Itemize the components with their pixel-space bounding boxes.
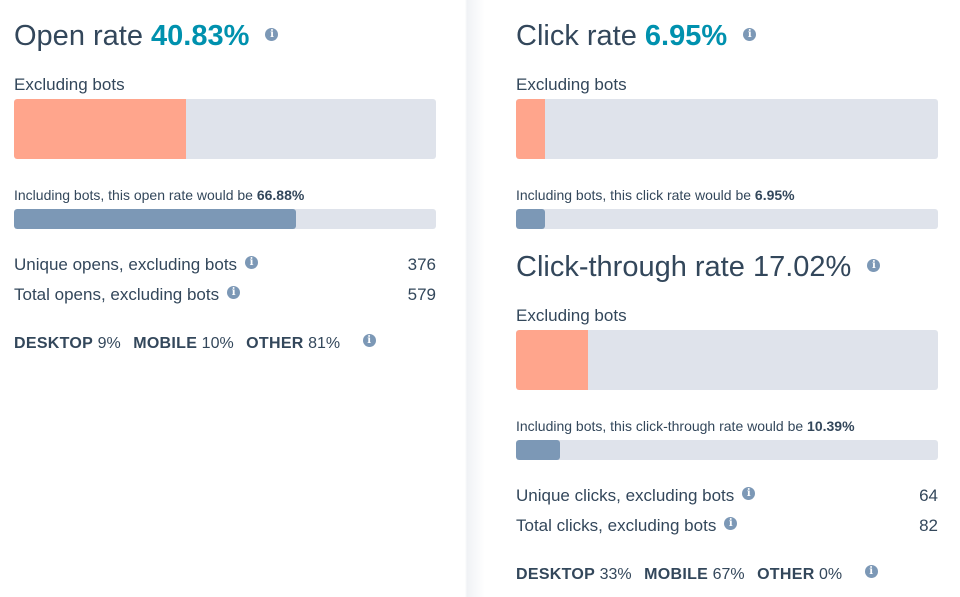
ctr-value: 17.02% — [752, 251, 852, 283]
click-excluding-label: Excluding bots — [516, 75, 627, 94]
info-icon[interactable]: i — [265, 27, 279, 41]
click-rate-value: 6.95% — [644, 20, 728, 52]
open-including-value: 66.88% — [256, 187, 305, 203]
ctr-excluding-bar — [516, 330, 938, 390]
click-including-value: 6.95% — [754, 187, 795, 203]
info-icon[interactable]: i — [724, 517, 738, 531]
ctr-including-caption: Including bots, this click-through rate … — [516, 418, 855, 434]
click-rate-title: Click rate — [516, 20, 637, 52]
other-label: OTHER — [757, 566, 815, 583]
mobile-label: MOBILE — [133, 335, 198, 352]
unique-clicks-label: Unique clicks, excluding bots — [516, 486, 735, 505]
open-excluding-fill — [14, 99, 187, 159]
panel-divider — [465, 0, 485, 597]
ctr-including-text: Including bots, this click-through rate … — [516, 418, 808, 434]
info-icon[interactable]: i — [362, 334, 376, 348]
other-label: OTHER — [246, 335, 304, 352]
ctr-excluding-fill — [516, 330, 588, 390]
unique-clicks-row: Unique clicks, excluding bots i 64 — [516, 486, 938, 508]
open-including-bar — [14, 209, 436, 229]
click-including-fill — [516, 209, 546, 229]
open-device-breakdown: DESKTOP 9% MOBILE 10% OTHER 81% i — [14, 334, 376, 353]
click-rate-heading: Click rate 6.95% i — [516, 18, 757, 54]
open-including-fill — [14, 209, 297, 229]
mobile-value: 67% — [712, 566, 745, 583]
ctr-including-fill — [516, 440, 560, 460]
info-icon[interactable]: i — [864, 565, 878, 579]
open-rate-panel: Open rate 40.83% i Excluding bots Includ… — [14, 0, 436, 597]
total-opens-label: Total opens, excluding bots — [14, 285, 220, 304]
unique-opens-row: Unique opens, excluding bots i 376 — [14, 255, 436, 277]
other-value: 0% — [819, 566, 843, 583]
total-clicks-row: Total clicks, excluding bots i 82 — [516, 516, 938, 538]
click-including-text: Including bots, this click rate would be — [516, 187, 755, 203]
mobile-value: 10% — [201, 335, 234, 352]
click-excluding-bar — [516, 99, 938, 159]
ctr-title: Click-through rate — [516, 251, 745, 283]
ctr-excluding-label: Excluding bots — [516, 306, 627, 325]
ctr-including-bar — [516, 440, 938, 460]
info-icon[interactable]: i — [245, 256, 259, 270]
total-clicks-value: 82 — [919, 516, 938, 535]
desktop-value: 9% — [97, 335, 121, 352]
unique-opens-label: Unique opens, excluding bots — [14, 255, 238, 274]
open-including-caption: Including bots, this open rate would be … — [14, 187, 304, 203]
total-clicks-label: Total clicks, excluding bots — [516, 516, 717, 535]
click-including-caption: Including bots, this click rate would be… — [516, 187, 795, 203]
ctr-heading: Click-through rate 17.02% i — [516, 249, 881, 285]
click-rate-panel: Click rate 6.95% i Excluding bots Includ… — [516, 0, 938, 597]
other-value: 81% — [308, 335, 341, 352]
info-icon[interactable]: i — [227, 286, 241, 300]
open-excluding-bar — [14, 99, 436, 159]
unique-opens-value: 376 — [407, 255, 436, 274]
info-icon[interactable]: i — [867, 258, 881, 272]
info-icon[interactable]: i — [742, 487, 756, 501]
ctr-including-value: 10.39% — [807, 418, 855, 434]
mobile-label: MOBILE — [644, 566, 709, 583]
unique-clicks-value: 64 — [919, 486, 938, 505]
total-opens-value: 579 — [407, 285, 436, 304]
desktop-label: DESKTOP — [516, 566, 596, 583]
open-rate-value: 40.83% — [151, 20, 250, 52]
click-excluding-fill — [516, 99, 546, 159]
open-excluding-label: Excluding bots — [14, 75, 125, 94]
open-including-text: Including bots, this open rate would be — [14, 187, 257, 203]
open-rate-heading: Open rate 40.83% i — [14, 18, 279, 54]
open-rate-title: Open rate — [14, 20, 143, 52]
click-including-bar — [516, 209, 938, 229]
total-opens-row: Total opens, excluding bots i 579 — [14, 285, 436, 307]
click-device-breakdown: DESKTOP 33% MOBILE 67% OTHER 0% i — [516, 565, 878, 584]
info-icon[interactable]: i — [743, 27, 757, 41]
desktop-value: 33% — [599, 566, 632, 583]
desktop-label: DESKTOP — [14, 335, 94, 352]
